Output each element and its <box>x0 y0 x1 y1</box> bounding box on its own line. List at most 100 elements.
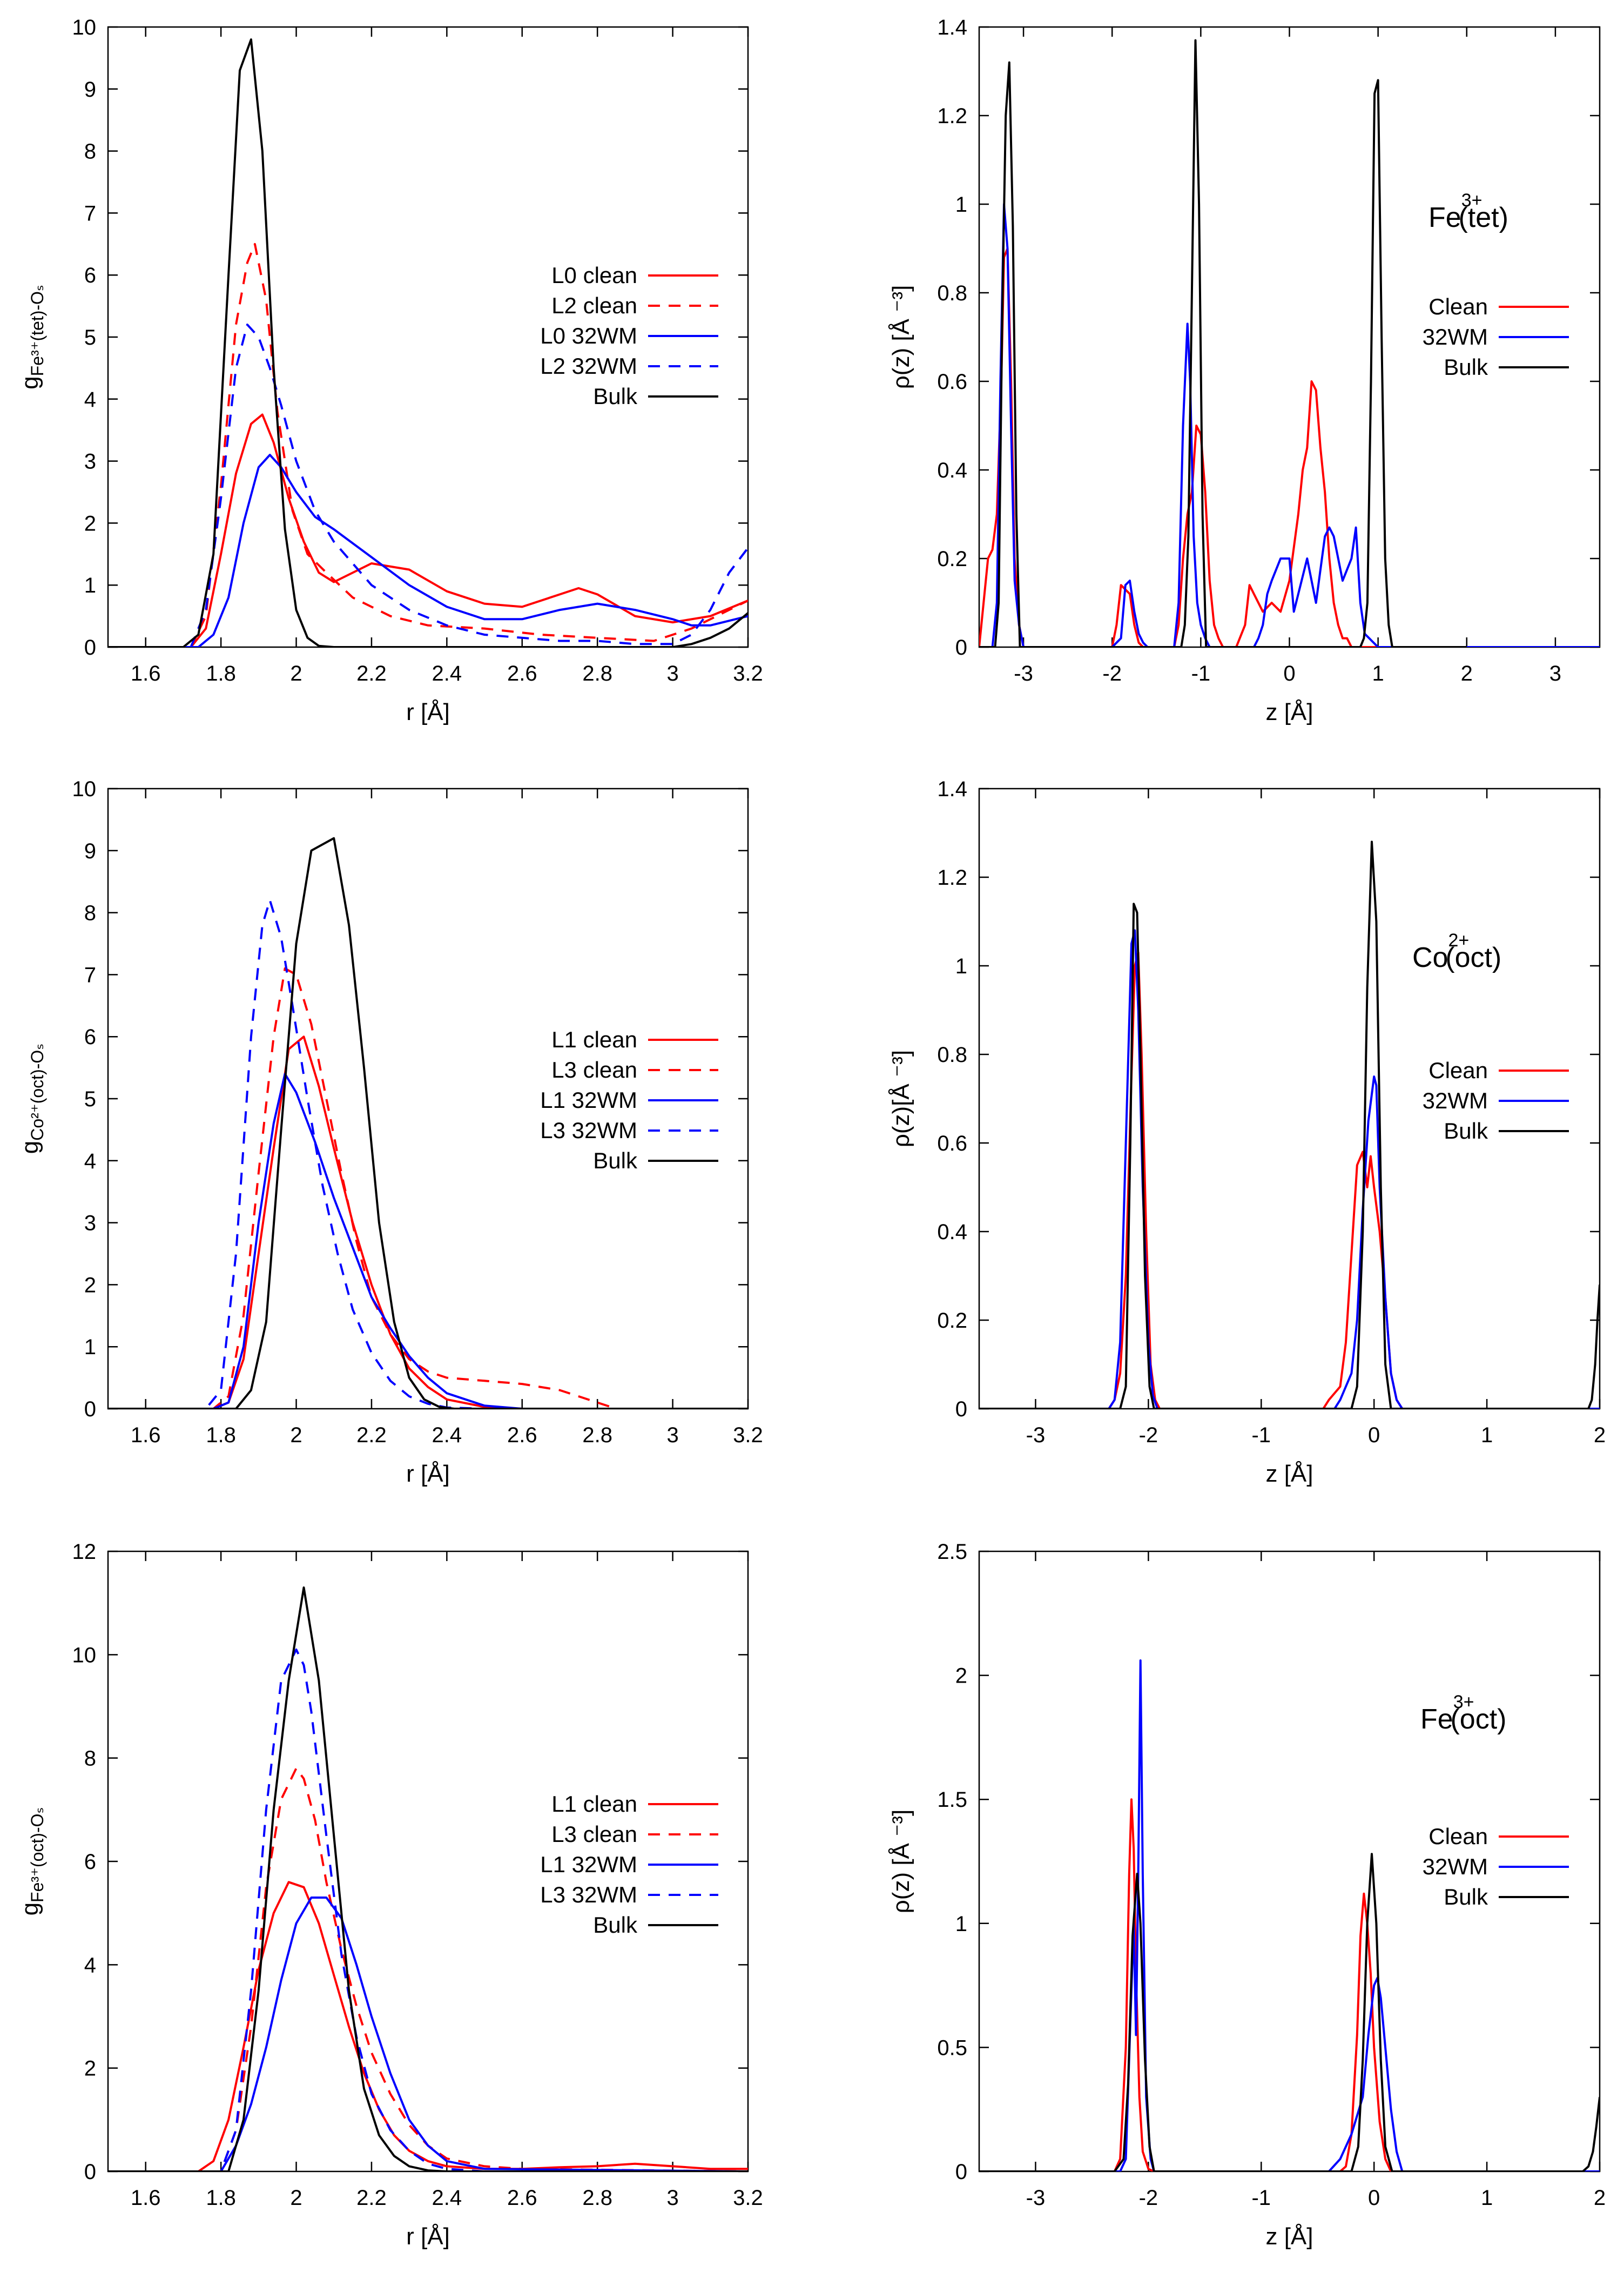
series-line-bulk <box>108 837 748 1409</box>
y-tick-label: 1.2 <box>937 866 967 890</box>
series-line-l2-clean <box>108 243 748 647</box>
plot-frame <box>978 1550 1601 2173</box>
x-tick-label: 1.6 <box>131 1423 161 1447</box>
panel-title: Fe3+ (tet) <box>1428 190 1508 233</box>
y-tick-label: 2 <box>84 512 96 535</box>
x-tick-label: -1 <box>1251 2186 1271 2210</box>
x-tick-label: -1 <box>1191 662 1211 685</box>
legend-label: Clean <box>1428 294 1488 319</box>
y-tick-label: 5 <box>84 326 96 349</box>
y-tick-label: 0 <box>84 2160 96 2184</box>
y-tick-label: 1 <box>955 193 967 217</box>
x-axis-label: r [Å] <box>406 1461 450 1487</box>
y-tick-label: 10 <box>72 1643 97 1667</box>
y-tick-label: 5 <box>84 1087 96 1111</box>
legend-label: L3 32WM <box>540 1118 637 1143</box>
x-tick-label: 2.8 <box>582 2186 612 2210</box>
x-tick-label: 2.6 <box>507 2186 537 2210</box>
y-tick-label: 3 <box>84 1212 96 1235</box>
series-line-l3-clean <box>108 967 748 1409</box>
x-tick-label: 2.4 <box>432 662 462 685</box>
y-tick-label: 0.6 <box>937 1132 967 1155</box>
x-tick-label: 1 <box>1372 662 1384 685</box>
x-tick-label: 0 <box>1283 662 1295 685</box>
panel-title: Fe3+ (oct) <box>1420 1692 1506 1735</box>
x-tick-label: 0 <box>1368 2186 1380 2210</box>
y-tick-label: 6 <box>84 1850 96 1874</box>
x-tick-label: 3 <box>666 662 678 685</box>
legend-label: Clean <box>1428 1058 1488 1083</box>
series-line-clean <box>979 951 1600 1409</box>
y-tick-label: 2 <box>84 1273 96 1297</box>
legend-label: L2 clean <box>551 293 637 318</box>
x-tick-label: 2 <box>290 2186 302 2210</box>
series-line-l1-32wm <box>108 1897 748 2171</box>
y-tick-label: 2 <box>955 1664 967 1688</box>
y-tick-label: 8 <box>84 1747 96 1771</box>
x-tick-label: -3 <box>1026 1423 1046 1447</box>
legend-label: L1 32WM <box>540 1852 637 1877</box>
y-tick-label: 6 <box>84 1025 96 1049</box>
x-tick-label: 3.2 <box>733 1423 763 1447</box>
x-tick-label: 3.2 <box>733 662 763 685</box>
x-tick-label: 2.4 <box>432 1423 462 1447</box>
x-tick-label: -1 <box>1251 1423 1271 1447</box>
x-axis-label: z [Å] <box>1265 699 1313 725</box>
y-tick-label: 1.4 <box>937 777 967 801</box>
y-tick-label: 8 <box>84 902 96 925</box>
y-tick-label: 1 <box>955 954 967 978</box>
y-tick-label: 7 <box>84 201 96 225</box>
y-tick-label: 10 <box>72 16 97 39</box>
y-axis-label: gCo²⁺(oct)-Oₛ <box>17 1044 47 1154</box>
y-axis-label: ρ(z) [Å ⁻³] <box>888 285 914 389</box>
series-line-l3-32wm <box>108 1648 748 2171</box>
series-line-l2-32wm <box>108 324 748 647</box>
y-tick-label: 9 <box>84 78 96 102</box>
legend-label: Bulk <box>1444 1884 1488 1909</box>
series-line-clean <box>979 247 1600 647</box>
x-axis-label: r [Å] <box>406 2223 450 2250</box>
x-tick-label: -2 <box>1139 2186 1158 2210</box>
y-tick-label: 1 <box>84 1335 96 1359</box>
x-axis-label: r [Å] <box>406 699 450 725</box>
legend-label: L3 clean <box>551 1821 637 1847</box>
x-tick-label: 2 <box>290 1423 302 1447</box>
x-tick-label: 0 <box>1368 1423 1380 1447</box>
chart-panel-density-fe-tet: -3 -2 -1 0 1 2 3 0 0.2 0.4 0.6 0.8 1 1.2 1.4 z [Å] ρ(z) … <box>888 16 1601 725</box>
x-tick-label: 3 <box>666 2186 678 2210</box>
panel-title: Co2+ (oct) <box>1412 930 1501 973</box>
y-axis-label: ρ(z)[Å ⁻³] <box>888 1050 914 1147</box>
legend-label: L3 32WM <box>540 1882 637 1907</box>
legend-label: Bulk <box>1444 354 1488 380</box>
y-tick-label: 1 <box>955 1912 967 1936</box>
x-tick-label: 2 <box>1461 662 1473 685</box>
chart-panel-rdf-fe-tet: 1.6 1.8 2 2.2 2.4 2.6 2.8 3 3.2 0 1 2 3 4 5 6 7 8 9 10 r [Å]… <box>17 16 763 725</box>
x-tick-label: 1.8 <box>206 662 236 685</box>
y-tick-label: 4 <box>84 1953 96 1977</box>
series-line-l1-32wm <box>108 1073 748 1409</box>
x-tick-label: 3 <box>666 1423 678 1447</box>
series-line-bulk <box>979 1853 1600 2171</box>
series-line-clean <box>979 1798 1600 2171</box>
x-tick-label: 2.8 <box>582 1423 612 1447</box>
plot-frame <box>107 1550 749 2173</box>
y-axis-label: gFe³⁺(tet)-Oₛ <box>17 285 47 389</box>
x-tick-label: 1 <box>1481 2186 1493 2210</box>
x-tick-label: 2.6 <box>507 1423 537 1447</box>
legend-label: 32WM <box>1423 324 1488 349</box>
x-tick-label: -3 <box>1026 2186 1046 2210</box>
y-tick-label: 0.2 <box>937 547 967 571</box>
y-tick-label: 2 <box>84 2057 96 2081</box>
legend-label: Bulk <box>1444 1118 1488 1144</box>
y-tick-label: 4 <box>84 1149 96 1173</box>
y-tick-label: 0 <box>84 1397 96 1421</box>
legend-label: L0 32WM <box>540 323 637 348</box>
x-tick-label: 2 <box>1594 2186 1606 2210</box>
y-tick-label: 2.5 <box>937 1540 967 1564</box>
x-tick-label: 1.8 <box>206 2186 236 2210</box>
y-tick-label: 4 <box>84 388 96 412</box>
legend-label: Bulk <box>593 1148 638 1173</box>
x-tick-label: -2 <box>1102 662 1122 685</box>
y-tick-label: 1.2 <box>937 104 967 128</box>
x-tick-label: 2.2 <box>356 1423 387 1447</box>
